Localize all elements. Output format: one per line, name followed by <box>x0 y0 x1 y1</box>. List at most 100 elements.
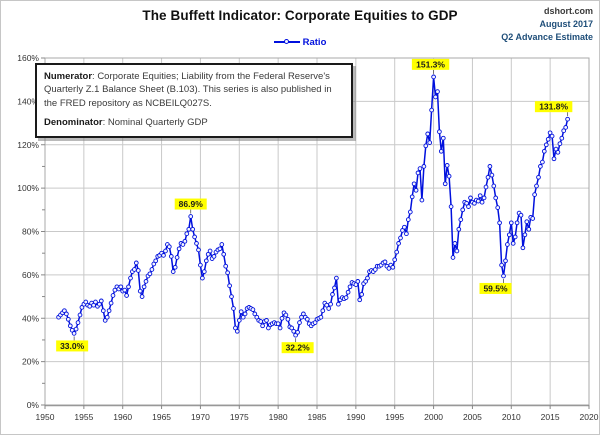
data-point-marker <box>407 209 413 215</box>
data-point-marker <box>534 183 539 189</box>
data-point-marker <box>497 220 502 226</box>
y-axis-tick-label: 40% <box>22 313 39 323</box>
y-axis-tick-label: 120% <box>17 140 39 150</box>
annotation-value-label: 151.3% <box>416 59 445 69</box>
x-axis-tick-label: 1990 <box>346 412 365 422</box>
data-point-marker <box>390 264 396 270</box>
annotation-value-label: 32.2% <box>286 343 311 353</box>
data-point-marker <box>301 311 306 317</box>
data-point-marker <box>524 219 530 225</box>
data-point-marker <box>203 258 209 264</box>
data-point-marker <box>304 316 310 322</box>
data-point-marker <box>435 89 440 94</box>
data-point-marker <box>404 231 409 237</box>
data-point-marker <box>200 275 205 281</box>
numerator-label: Numerator <box>44 71 93 82</box>
data-point-marker <box>283 312 289 318</box>
annotation-highlight <box>174 198 207 210</box>
data-point-marker <box>326 306 332 311</box>
data-point-marker <box>538 164 543 169</box>
data-point-marker <box>427 140 433 145</box>
data-point-marker <box>79 305 85 310</box>
annotation-highlight <box>411 58 450 70</box>
data-point-marker <box>491 183 497 189</box>
data-point-marker <box>238 309 244 315</box>
data-point-marker <box>295 329 300 335</box>
data-point-marker <box>240 314 246 320</box>
data-point-marker <box>227 283 232 289</box>
data-point-marker <box>506 232 512 238</box>
data-point-marker <box>98 298 104 304</box>
data-point-marker <box>489 172 495 178</box>
x-axis-tick-label: 2000 <box>424 412 443 422</box>
data-point-marker <box>431 74 436 80</box>
data-point-marker <box>126 284 131 290</box>
data-point-marker <box>483 184 489 190</box>
data-point-marker <box>192 234 197 240</box>
data-point-marker <box>106 308 112 314</box>
data-point-marker <box>514 220 520 226</box>
annotation-highlight <box>479 282 512 294</box>
data-point-marker <box>196 247 201 253</box>
y-axis-tick-label: 60% <box>22 270 39 280</box>
data-point-marker <box>225 270 230 276</box>
data-point-marker <box>188 214 194 219</box>
data-point-marker <box>234 328 240 334</box>
data-point-marker <box>264 318 269 323</box>
ratio-series-markers <box>56 74 570 338</box>
data-point-marker <box>563 125 569 130</box>
data-point-marker <box>559 135 565 141</box>
data-point-marker <box>561 128 567 134</box>
data-point-marker <box>320 308 326 314</box>
numerator-definition: Numerator: Corporate Equities; Liability… <box>44 70 344 110</box>
data-point-marker <box>184 231 190 237</box>
data-point-marker <box>104 314 110 320</box>
data-point-marker <box>495 205 501 210</box>
data-point-marker <box>153 258 159 264</box>
data-point-marker <box>236 318 242 323</box>
data-point-marker <box>405 217 411 222</box>
data-point-marker <box>198 262 203 268</box>
data-point-marker <box>551 156 557 162</box>
x-axis-tick-label: 1960 <box>113 412 132 422</box>
data-point-marker <box>458 217 464 222</box>
data-point-marker <box>174 255 180 260</box>
credit-site: dshort.com <box>543 6 593 16</box>
data-point-marker <box>512 234 518 240</box>
data-point-marker <box>217 246 223 252</box>
data-point-marker <box>252 311 258 317</box>
x-axis-tick-label: 1975 <box>230 412 249 422</box>
data-point-marker <box>194 241 199 246</box>
data-point-marker <box>468 195 473 201</box>
x-axis-tick-label: 1965 <box>152 412 171 422</box>
annotation-value-label: 33.0% <box>60 341 85 351</box>
data-point-marker <box>485 174 491 180</box>
data-point-marker <box>231 306 236 311</box>
data-point-marker <box>75 320 81 325</box>
data-point-marker <box>102 318 108 323</box>
data-point-marker <box>275 321 281 327</box>
x-axis-tick-label: 2020 <box>580 412 599 422</box>
annotation-value-label: 86.9% <box>179 199 204 209</box>
data-point-marker <box>229 294 234 299</box>
data-point-marker <box>394 249 400 255</box>
data-point-marker <box>372 267 378 272</box>
data-point-marker <box>277 325 283 331</box>
data-point-marker <box>297 320 302 325</box>
data-point-marker <box>450 255 456 260</box>
data-point-marker <box>93 299 98 305</box>
data-point-marker <box>64 311 69 317</box>
definition-callout: Numerator: Corporate Equities; Liability… <box>35 63 353 138</box>
y-axis-tick-label: 160% <box>17 53 39 63</box>
data-point-marker <box>392 257 398 263</box>
source-credits: dshort.com August 2017 Q2 Advance Estima… <box>501 5 593 44</box>
x-axis-tick-label: 1980 <box>269 412 288 422</box>
data-point-marker <box>452 241 458 246</box>
data-point-marker <box>382 259 388 265</box>
annotation-highlight <box>534 101 573 113</box>
credit-date: August 2017 <box>539 19 593 29</box>
data-point-marker <box>557 141 563 147</box>
data-point-marker <box>481 195 487 201</box>
data-point-marker <box>547 130 553 136</box>
